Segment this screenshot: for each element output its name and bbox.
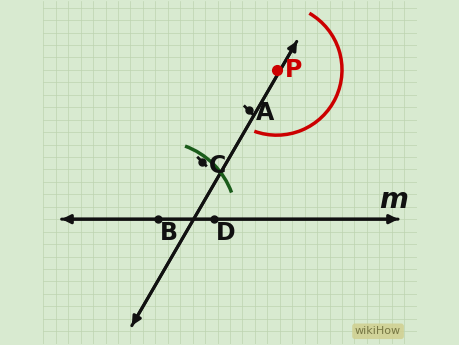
Text: m: m — [379, 186, 407, 214]
Text: C: C — [208, 154, 226, 178]
Text: wikiHow: wikiHow — [354, 326, 400, 336]
Text: P: P — [284, 58, 301, 82]
Text: D: D — [216, 221, 235, 245]
Text: A: A — [255, 101, 273, 125]
Text: B: B — [160, 221, 178, 245]
